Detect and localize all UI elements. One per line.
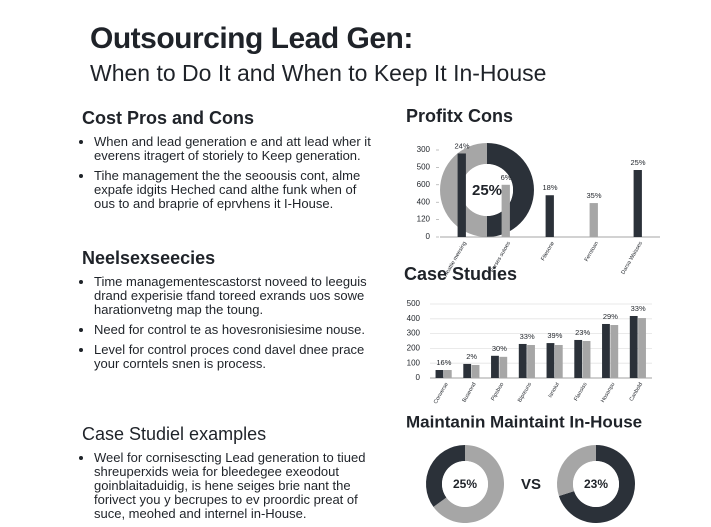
x-tick-label: Bipreuns <box>517 382 533 404</box>
x-tick-label: Pipsboo <box>490 382 505 402</box>
chart-title: Maintanin Maintaint In-House <box>406 412 642 431</box>
bar-annotation: 35% <box>586 191 601 200</box>
y-tick-label: 120 <box>417 215 431 224</box>
page-subtitle: When to Do It and When to Keep It In-Hou… <box>90 60 547 86</box>
donut-slice <box>558 445 635 523</box>
chart-title: Case Studies <box>404 264 517 284</box>
y-tick-label: 200 <box>407 344 421 353</box>
bar-annotation: 23% <box>575 328 590 337</box>
bar <box>610 325 619 378</box>
donut-hole <box>573 461 619 507</box>
bullet-item: Level for control proces cond davel dnee… <box>94 343 372 371</box>
x-tick-label: Ferntoan <box>584 241 600 263</box>
x-tick-label: Flansiss <box>573 382 588 403</box>
bar <box>602 323 610 378</box>
bullet-item: Weel for cornisescting Lead generation t… <box>94 451 372 521</box>
section-heading: Case Studiel examples <box>82 424 267 444</box>
vs-label: VS <box>521 476 541 493</box>
bar <box>638 318 646 378</box>
bar <box>443 370 452 378</box>
x-tick-label: Canbold <box>629 382 644 403</box>
donut-center-label: 25% <box>453 477 477 491</box>
bullet-item: Time managementescastorst noveed to leeg… <box>94 275 372 317</box>
bullet-list: When and lead generation e and att lead … <box>82 135 372 211</box>
bar <box>633 170 642 237</box>
x-tick-label: Converse <box>433 382 450 405</box>
y-tick-label: 400 <box>417 197 431 206</box>
y-tick-label: 300 <box>417 145 431 154</box>
donut-hole <box>461 164 513 216</box>
donut-slice <box>426 445 465 507</box>
bar <box>629 315 638 378</box>
bullet-item: Tihe management the the seoousis cont, a… <box>94 169 372 211</box>
bar <box>574 339 583 378</box>
x-tick-label: Buseond <box>462 382 478 404</box>
donut-slice <box>433 445 504 523</box>
y-tick-label: 500 <box>417 163 431 172</box>
donut-center-label: 23% <box>584 477 608 491</box>
page-title: Outsourcing Lead Gen: <box>90 22 413 55</box>
bar-annotation: 24% <box>454 141 469 150</box>
y-tick-label: 400 <box>407 314 421 323</box>
text-section: Cost Pros and Cons When and lead generati… <box>82 108 372 217</box>
bar <box>527 344 535 378</box>
section-heading: Neelsexseecies <box>82 248 216 268</box>
text-section: Neelsexseecies Time managementescastorst … <box>82 248 372 377</box>
bar <box>518 343 527 378</box>
bar-annotation: 18% <box>542 183 557 192</box>
bullet-list: Weel for cornisescting Lead generation t… <box>82 451 372 521</box>
donut-slice <box>440 143 488 237</box>
y-tick-label: 0 <box>426 232 431 241</box>
y-tick-label: 600 <box>417 180 431 189</box>
bar <box>501 184 510 237</box>
bar <box>457 153 466 237</box>
bar <box>545 195 554 237</box>
bullet-item: Need for control te as hovesronisiesime … <box>94 323 372 337</box>
bar <box>499 356 508 378</box>
y-tick-label: 100 <box>407 358 421 367</box>
donut-slice <box>557 445 596 497</box>
bar <box>463 363 472 378</box>
bar <box>546 343 555 378</box>
bar-annotation: 16% <box>436 358 451 367</box>
donut-slice <box>487 143 534 237</box>
y-tick-label: 0 <box>416 373 421 382</box>
bar-annotation: 33% <box>520 332 535 341</box>
bar-annotation: 25% <box>630 158 645 167</box>
x-tick-label: Hosanpu <box>600 382 616 404</box>
bar-annotation: 2% <box>466 352 477 361</box>
y-tick-label: 300 <box>407 329 421 338</box>
x-tick-label: Ianoiut <box>547 381 561 399</box>
bullet-list: Time managementescastorst noveed to leeg… <box>82 275 372 371</box>
bar <box>554 344 563 378</box>
bar-annotation: 6% <box>501 173 512 182</box>
donut-center-label: 25% <box>472 182 502 199</box>
bar <box>435 370 444 378</box>
y-tick-label: 500 <box>407 299 421 308</box>
bar <box>491 355 499 378</box>
bar <box>471 364 480 378</box>
bar <box>582 341 591 378</box>
bar <box>589 203 598 237</box>
x-tick-label: Fitesone <box>540 241 556 262</box>
donut-hole <box>442 461 488 507</box>
chart-title: Profitx Cons <box>406 106 513 126</box>
bar-annotation: 33% <box>631 304 646 313</box>
bullet-item: When and lead generation e and att lead … <box>94 135 372 163</box>
bar-annotation: 29% <box>603 312 618 321</box>
section-heading: Cost Pros and Cons <box>82 108 255 128</box>
bar-annotation: 30% <box>492 344 507 353</box>
text-section: Case Studiel examples Weel for cornisesct… <box>82 424 372 527</box>
x-tick-label: Darsa Waisses <box>620 241 644 276</box>
bar-annotation: 39% <box>547 331 562 340</box>
